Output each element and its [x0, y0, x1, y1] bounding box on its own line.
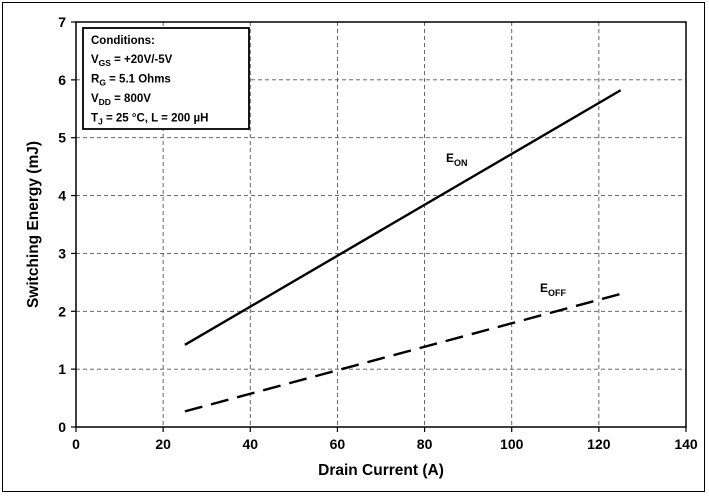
plot-area-border [75, 21, 687, 428]
y-tick-label: 6 [58, 72, 66, 88]
curve-labels: EON EOFF [446, 151, 567, 298]
y-axis-title: Switching Energy (mJ) [25, 141, 42, 308]
condition-line: TJ = 25 °C, L = 200 µH [91, 113, 208, 127]
x-tick-label: 40 [242, 436, 258, 452]
y-tick-label: 2 [58, 303, 66, 319]
curve-label-eoff: EOFF [540, 281, 567, 298]
tick-labels: 0 20 40 60 80 100 120 140 0 1 2 3 4 5 6 7 [58, 14, 698, 452]
curve-label-eon: EON [446, 151, 468, 168]
y-tick-label: 4 [58, 188, 66, 204]
axes [75, 21, 687, 428]
conditions-box: Conditions: VGS = +20V/-5V RG = 5.1 Ohms V… [82, 27, 250, 130]
x-tick-label: 140 [674, 436, 698, 452]
conditions-box-border [82, 27, 250, 130]
x-axis-title: Drain Current (A) [318, 462, 444, 479]
x-tick-label: 80 [417, 436, 433, 452]
chart-frame [2, 2, 705, 492]
condition-line: VGS = +20V/-5V [91, 54, 173, 68]
series-layer [184, 89, 622, 413]
x-tick-label: 120 [587, 436, 611, 452]
y-tick-label: 7 [58, 14, 66, 30]
grid [76, 22, 686, 427]
y-tick-label: 5 [58, 130, 66, 146]
y-tick-label: 1 [58, 361, 66, 377]
condition-line: RG = 5.1 Ohms [91, 74, 171, 88]
series-line-eoff [184, 292, 621, 413]
x-tick-label: 20 [155, 436, 171, 452]
x-tick-label: 60 [330, 436, 346, 452]
x-tick-label: 0 [72, 436, 80, 452]
condition-line: VDD = 800V [91, 93, 151, 107]
y-tick-label: 3 [58, 245, 66, 261]
x-tick-label: 100 [500, 436, 524, 452]
y-tick-label: 0 [58, 419, 66, 435]
conditions-heading: Conditions: [91, 35, 155, 47]
series-line-eon [184, 89, 622, 346]
